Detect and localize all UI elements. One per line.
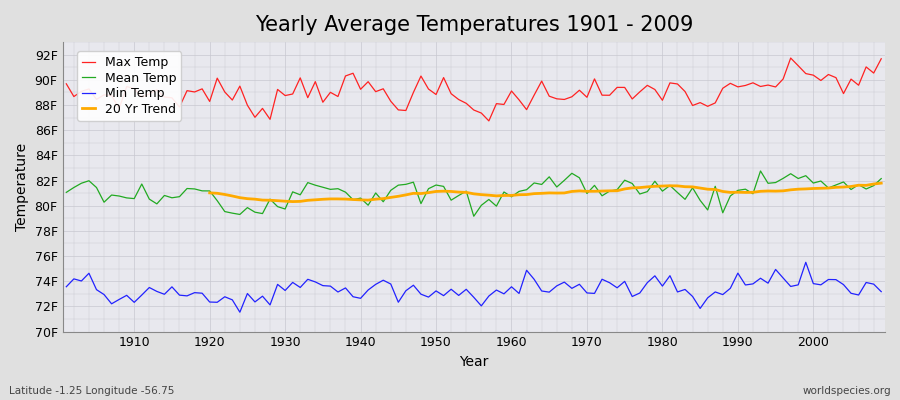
Mean Temp	[506, 194, 517, 199]
Mean Temp	[755, 168, 766, 173]
Mean Temp	[287, 190, 298, 194]
Min Temp	[295, 285, 306, 290]
Min Temp	[876, 289, 886, 294]
Mean Temp	[876, 176, 886, 181]
Line: Mean Temp: Mean Temp	[67, 171, 881, 216]
Min Temp	[514, 291, 525, 296]
20 Yr Trend	[786, 188, 796, 192]
20 Yr Trend	[302, 198, 313, 203]
Max Temp	[604, 93, 615, 98]
Mean Temp	[122, 196, 132, 200]
20 Yr Trend	[680, 184, 690, 189]
Mean Temp	[514, 189, 525, 194]
20 Yr Trend	[204, 190, 215, 195]
Title: Yearly Average Temperatures 1901 - 2009: Yearly Average Temperatures 1901 - 2009	[255, 15, 693, 35]
Max Temp	[61, 82, 72, 86]
Min Temp	[340, 286, 351, 290]
Y-axis label: Temperature: Temperature	[15, 143, 29, 231]
Max Temp	[333, 94, 344, 99]
Max Temp	[483, 118, 494, 123]
Legend: Max Temp, Mean Temp, Min Temp, 20 Yr Trend: Max Temp, Mean Temp, Min Temp, 20 Yr Tre…	[77, 51, 181, 121]
Mean Temp	[604, 189, 615, 194]
20 Yr Trend	[770, 189, 781, 194]
Text: worldspecies.org: worldspecies.org	[803, 386, 891, 396]
Max Temp	[786, 56, 796, 60]
20 Yr Trend	[853, 183, 864, 188]
Max Temp	[514, 98, 525, 102]
Line: 20 Yr Trend: 20 Yr Trend	[210, 183, 881, 202]
Text: Latitude -1.25 Longitude -56.75: Latitude -1.25 Longitude -56.75	[9, 386, 175, 396]
Max Temp	[287, 92, 298, 96]
Mean Temp	[333, 186, 344, 191]
Min Temp	[800, 260, 811, 265]
Min Temp	[604, 280, 615, 285]
Min Temp	[235, 310, 246, 314]
X-axis label: Year: Year	[459, 355, 489, 369]
Max Temp	[122, 84, 132, 89]
Min Temp	[61, 284, 72, 289]
Min Temp	[122, 293, 132, 298]
20 Yr Trend	[876, 181, 886, 186]
Min Temp	[506, 284, 517, 289]
Max Temp	[506, 88, 517, 93]
Line: Min Temp: Min Temp	[67, 262, 881, 312]
Line: Max Temp: Max Temp	[67, 58, 881, 121]
20 Yr Trend	[416, 191, 427, 196]
Max Temp	[876, 56, 886, 61]
20 Yr Trend	[287, 199, 298, 204]
Mean Temp	[468, 214, 479, 219]
Mean Temp	[61, 190, 72, 195]
